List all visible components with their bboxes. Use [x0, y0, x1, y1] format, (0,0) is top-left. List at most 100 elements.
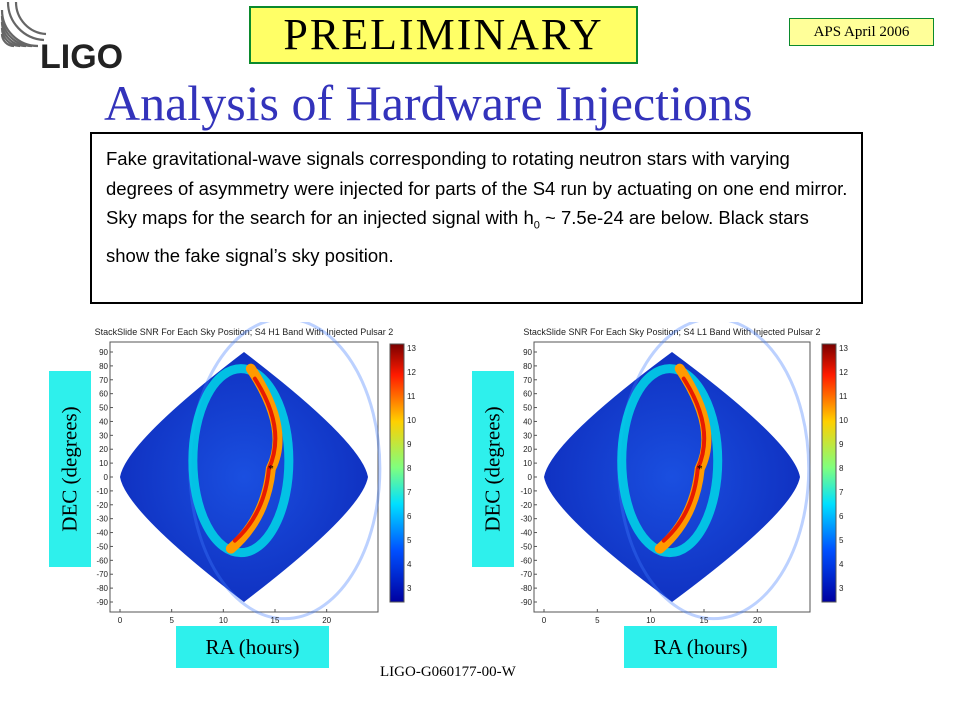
- injection-star-icon: *: [697, 462, 703, 476]
- x-tick-label: 15: [271, 616, 280, 625]
- dec-label-right-text: DEC (degrees): [480, 406, 505, 532]
- document-id: LIGO-G060177-00-W: [380, 664, 516, 680]
- y-tick-label: -60: [520, 556, 532, 565]
- y-tick-label: 80: [523, 362, 532, 371]
- y-tick-label: 70: [99, 376, 108, 385]
- y-tick-label: 30: [523, 431, 532, 440]
- signal-arc-peak: [661, 376, 707, 543]
- colorbar-tick-label: 6: [407, 512, 412, 521]
- ligo-logo-graphic: LIGO: [0, 1, 123, 76]
- colorbar-tick-label: 10: [839, 416, 848, 425]
- colorbar-tick-label: 9: [407, 440, 412, 449]
- colorbar-tick-label: 13: [839, 344, 848, 353]
- y-tick-label: -50: [96, 542, 108, 551]
- y-tick-label: -70: [520, 570, 532, 579]
- ra-label-left: RA (hours): [176, 626, 329, 668]
- colorbar-tick-label: 5: [839, 536, 844, 545]
- y-tick-label: -30: [96, 515, 108, 524]
- colorbar-tick-label: 13: [407, 344, 416, 353]
- colorbar-tick-label: 7: [839, 488, 844, 497]
- y-tick-label: 50: [99, 404, 108, 413]
- y-tick-label: -90: [520, 598, 532, 607]
- plot-title: StackSlide SNR For Each Sky Position; S4…: [523, 327, 820, 337]
- y-tick-label: 80: [99, 362, 108, 371]
- sky-map-l1: StackSlide SNR For Each Sky Position; S4…: [510, 322, 882, 626]
- dec-label-right: DEC (degrees): [472, 371, 514, 567]
- description-box: Fake gravitational-wave signals correspo…: [90, 132, 863, 304]
- colorbar-tick-label: 4: [839, 560, 844, 569]
- slide-title: Analysis of Hardware Injections: [104, 75, 753, 131]
- colorbar-tick-label: 11: [407, 392, 416, 401]
- y-tick-label: -80: [96, 584, 108, 593]
- x-tick-label: 5: [169, 616, 174, 625]
- description-text-part1: Fake gravitational-wave signals correspo…: [106, 148, 848, 228]
- colorbar-tick-label: 6: [839, 512, 844, 521]
- sky-region: [544, 352, 800, 602]
- x-tick-label: 10: [219, 616, 228, 625]
- ligo-logo: LIGO: [0, 0, 160, 80]
- y-tick-label: 20: [523, 445, 532, 454]
- plot-title: StackSlide SNR For Each Sky Position; S4…: [95, 327, 394, 337]
- x-tick-label: 20: [322, 616, 331, 625]
- y-tick-label: -10: [96, 487, 108, 496]
- colorbar-tick-label: 3: [839, 584, 844, 593]
- y-tick-label: 20: [99, 445, 108, 454]
- y-tick-label: 30: [99, 431, 108, 440]
- y-tick-label: 90: [523, 348, 532, 357]
- description-text-part2: ~ 7.5e-24 are below. Black stars show th…: [106, 207, 809, 267]
- colorbar-tick-label: 8: [839, 464, 844, 473]
- y-tick-label: -60: [96, 556, 108, 565]
- sky-map-h1-svg: StackSlide SNR For Each Sky Position; S4…: [95, 322, 416, 625]
- conference-label: APS April 2006: [789, 18, 934, 46]
- y-tick-label: 40: [99, 417, 108, 426]
- y-tick-label: -20: [520, 501, 532, 510]
- y-tick-label: -20: [96, 501, 108, 510]
- y-tick-label: -90: [96, 598, 108, 607]
- colorbar-tick-label: 12: [407, 368, 416, 377]
- ligo-logo-text: LIGO: [40, 38, 123, 76]
- colorbar-tick-label: 5: [407, 536, 412, 545]
- y-tick-label: 60: [99, 390, 108, 399]
- y-tick-label: 10: [523, 459, 532, 468]
- injection-star-icon: *: [268, 462, 274, 476]
- sky-region: [120, 352, 368, 602]
- colorbar-tick-label: 10: [407, 416, 416, 425]
- x-tick-label: 10: [646, 616, 655, 625]
- y-tick-label: -40: [520, 529, 532, 538]
- x-tick-label: 20: [753, 616, 762, 625]
- dec-label-left: DEC (degrees): [49, 371, 91, 567]
- y-tick-label: -50: [520, 542, 532, 551]
- y-tick-label: 40: [523, 417, 532, 426]
- y-tick-label: 0: [104, 473, 109, 482]
- colorbar-tick-label: 9: [839, 440, 844, 449]
- signal-ring: [617, 364, 723, 558]
- x-tick-label: 0: [118, 616, 123, 625]
- y-tick-label: 60: [523, 390, 532, 399]
- y-tick-label: -40: [96, 529, 108, 538]
- y-tick-label: 50: [523, 404, 532, 413]
- y-tick-label: 0: [528, 473, 533, 482]
- y-tick-label: -80: [520, 584, 532, 593]
- y-tick-label: -30: [520, 515, 532, 524]
- colorbar-tick-label: 8: [407, 464, 412, 473]
- colorbar-tick-label: 4: [407, 560, 412, 569]
- colorbar-tick-label: 12: [839, 368, 848, 377]
- preliminary-banner: PRELIMINARY: [249, 6, 638, 64]
- signal-ring: [188, 364, 294, 558]
- y-tick-label: 90: [99, 348, 108, 357]
- ra-label-right: RA (hours): [624, 626, 777, 668]
- y-tick-label: 10: [99, 459, 108, 468]
- description-subscript: 0: [533, 219, 540, 232]
- x-tick-label: 15: [700, 616, 709, 625]
- colorbar: [389, 343, 405, 603]
- y-tick-label: -10: [520, 487, 532, 496]
- y-tick-label: 70: [523, 376, 532, 385]
- colorbar-tick-label: 3: [407, 584, 412, 593]
- x-tick-label: 5: [595, 616, 600, 625]
- x-tick-label: 0: [542, 616, 547, 625]
- sky-map-h1: StackSlide SNR For Each Sky Position; S4…: [86, 322, 450, 626]
- y-tick-label: -70: [96, 570, 108, 579]
- signal-arc-peak: [232, 376, 278, 543]
- dec-label-left-text: DEC (degrees): [57, 406, 82, 532]
- sky-map-l1-svg: StackSlide SNR For Each Sky Position; S4…: [520, 322, 848, 625]
